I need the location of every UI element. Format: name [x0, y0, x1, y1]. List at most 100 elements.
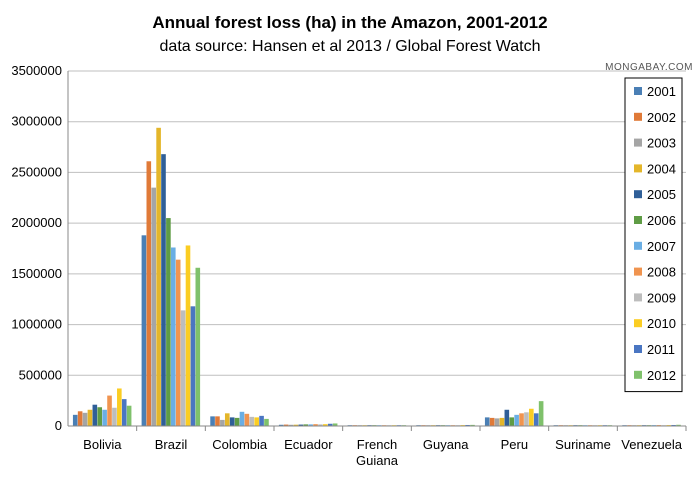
legend-swatch [634, 87, 642, 95]
chart-subtitle: data source: Hansen et al 2013 / Global … [160, 38, 541, 55]
legend-label: 2004 [647, 161, 676, 176]
category-label: Peru [501, 437, 528, 452]
bar-2005-0 [92, 404, 98, 426]
bar-2012-5 [470, 424, 475, 426]
bar-2005-3 [298, 424, 304, 426]
bar-2011-2 [259, 415, 264, 426]
bar-2004-6 [499, 417, 505, 426]
bar-2009-1 [180, 310, 186, 426]
bar-2011-5 [465, 424, 470, 426]
y-tick-label: 0 [55, 418, 62, 433]
bar-2012-0 [126, 405, 132, 426]
legend-label: 2011 [647, 342, 675, 357]
bar-2009-3 [318, 424, 323, 426]
legend-swatch [634, 216, 642, 224]
legend: 2001 2002 2003 2004 2005 2006 2007 2008 2009 2010… [624, 77, 683, 393]
category-label: Venezuela [621, 437, 682, 452]
watermark: MONGABAY.COM [605, 62, 693, 73]
legend-swatch [634, 112, 642, 121]
bar-2010-1 [185, 245, 191, 426]
bar-2001-3 [278, 424, 284, 426]
legend-label: 2008 [647, 265, 676, 280]
category-label: Bolivia [83, 437, 122, 452]
bar-2006-1 [166, 218, 171, 426]
bar-2008-6 [519, 413, 524, 426]
legend-swatch [634, 345, 642, 353]
bar-2005-6 [504, 409, 510, 426]
bar-2003-2 [220, 419, 225, 426]
legend-swatch [634, 293, 642, 302]
y-tick-label: 2000000 [11, 215, 62, 230]
category-label: Guiana [356, 453, 399, 468]
y-tick-label: 1500000 [11, 266, 62, 281]
bar-2002-6 [489, 417, 495, 426]
category-label: Guyana [423, 437, 469, 452]
y-tick-label: 500000 [19, 367, 62, 382]
category-label: Suriname [555, 437, 611, 452]
bar-2012-2 [264, 418, 269, 426]
legend-swatch [634, 164, 642, 173]
legend-label: 2010 [647, 316, 676, 331]
bar-2010-3 [323, 424, 328, 426]
legend-label: 2005 [647, 187, 676, 202]
bar-2011-3 [327, 423, 333, 426]
legend-label: 2009 [647, 290, 676, 305]
category-label: Colombia [212, 437, 268, 452]
bar-2003-6 [494, 418, 500, 426]
bar-2012-3 [332, 423, 338, 426]
y-tick-label: 1000000 [11, 317, 62, 332]
legend-label: 2012 [647, 368, 676, 383]
legend-label: 2007 [647, 239, 676, 254]
bar-2011-0 [121, 399, 127, 426]
bar-2008-0 [107, 395, 112, 426]
bar-2006-6 [509, 417, 515, 426]
legend-label: 2002 [647, 110, 676, 125]
bar-2008-2 [244, 413, 250, 426]
bar-2001-0 [72, 414, 78, 426]
bar-2002-3 [283, 424, 289, 426]
bar-2008-3 [313, 424, 318, 426]
category-label: Ecuador [284, 437, 333, 452]
y-axis: 0 500000 1000000 1500000 2000000 2500000 30000… [11, 63, 69, 433]
legend-swatch [634, 267, 642, 276]
bar-2007-0 [102, 409, 107, 426]
y-tick-label: 3000000 [11, 114, 62, 129]
bar-2004-1 [156, 127, 161, 427]
bar-2006-2 [234, 417, 240, 426]
bar-2003-0 [82, 412, 88, 426]
legend-swatch [634, 370, 642, 379]
category-label: Brazil [155, 437, 188, 452]
bar-2011-6 [533, 413, 539, 426]
bar-2008-1 [175, 259, 181, 426]
bar-2011-8 [671, 424, 676, 426]
bar-2012-6 [538, 401, 544, 426]
legend-swatch [634, 241, 642, 250]
bar-2010-6 [529, 408, 534, 426]
bar-2004-0 [87, 409, 93, 426]
bar-2001-1 [141, 235, 147, 426]
bar-2009-6 [524, 412, 529, 426]
bar-2007-6 [514, 414, 519, 426]
x-axis: Bolivia Brazil Colombia Ecuador FrenchGuiana… [68, 425, 687, 468]
bar-2009-2 [249, 416, 255, 426]
y-tick-label: 2500000 [11, 164, 62, 179]
bar-2007-2 [239, 411, 245, 426]
bar-2009-0 [112, 407, 117, 426]
chart-title: Annual forest loss (ha) in the Amazon, 2… [152, 13, 547, 32]
bar-2004-3 [293, 424, 299, 426]
bar-2005-1 [161, 154, 166, 427]
legend-label: 2001 [647, 84, 676, 99]
bar-2006-3 [303, 424, 309, 426]
category-label: French [357, 437, 397, 452]
bar-2007-3 [308, 424, 313, 426]
y-tick-label: 3500000 [11, 63, 62, 78]
bar-2003-1 [151, 187, 156, 426]
bar-2002-2 [215, 416, 220, 426]
bar-2006-0 [97, 407, 103, 426]
bar-2001-2 [210, 416, 215, 426]
bar-2011-1 [190, 306, 196, 426]
bar-2004-2 [224, 413, 230, 426]
bar-2003-3 [288, 424, 294, 426]
bar-2001-6 [484, 417, 490, 426]
